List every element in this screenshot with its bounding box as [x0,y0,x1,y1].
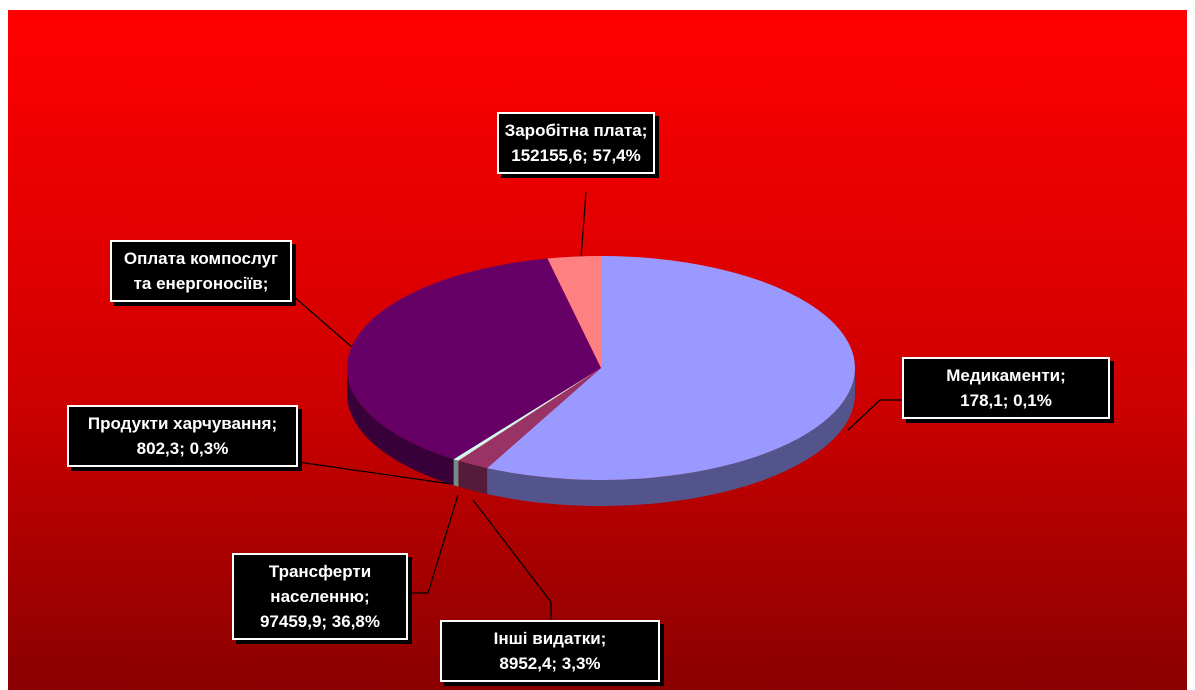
slice [457,368,601,461]
slice-side [457,460,459,487]
leader-line [472,499,552,623]
leader-line [297,461,459,486]
value-label: 8952,4; 3,3% [499,654,601,673]
data-label: Інші видатки; 8952,4; 3,3% [440,620,660,682]
leader-line [291,294,354,349]
slice [458,368,601,469]
slice [346,258,601,460]
pie-chart [291,191,904,623]
data-label: Заробітна плата; 152155,6; 57,4% [497,112,655,174]
pie-sides [347,368,855,506]
leader-line [847,399,904,431]
value-label: 802,3; 0,3% [136,439,229,458]
slice [453,368,601,461]
value-label: 97459,9; 36,8% [259,612,381,631]
data-label: Трансферти населенню; 97459,9; 36,8% [232,553,408,640]
data-label: Оплата компослуг та енергоносіїв; [110,240,292,302]
value-label: 152155,6; 57,4% [511,146,641,165]
leader-line [410,494,459,594]
pie-tops [346,256,855,480]
slice [547,256,601,368]
category-label: Інші видатки; [493,629,607,648]
category-label: Заробітна плата; [504,121,648,140]
category-label: Трансферти населенню; [268,562,372,606]
slice [487,256,855,480]
data-label: Медикаменти; 178,1; 0,1% [902,357,1110,419]
category-label: Медикаменти; [946,366,1066,385]
category-label: Продукти харчування; [87,414,278,433]
value-label: 178,1; 0,1% [960,391,1052,410]
category-label: Оплата компослуг та енергоносіїв; [123,249,279,293]
slice-side [458,460,488,495]
data-label: Продукти харчування; 802,3; 0,3% [67,405,298,467]
slice-side [453,459,458,487]
slice-side [487,368,855,506]
leader-lines [291,191,904,623]
slice-side [347,368,454,486]
chart: Заробітна плата; 152155,6; 57,4% Оплата ко… [8,10,1187,690]
